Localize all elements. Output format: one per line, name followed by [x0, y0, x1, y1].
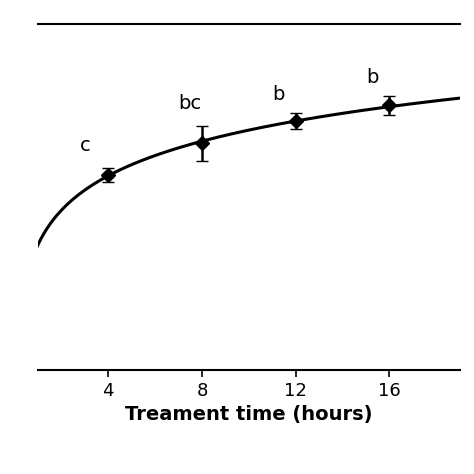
Text: bc: bc [179, 94, 201, 113]
X-axis label: Treament time (hours): Treament time (hours) [125, 405, 373, 424]
Text: b: b [366, 68, 378, 87]
Text: b: b [272, 85, 285, 104]
Text: c: c [80, 136, 91, 155]
